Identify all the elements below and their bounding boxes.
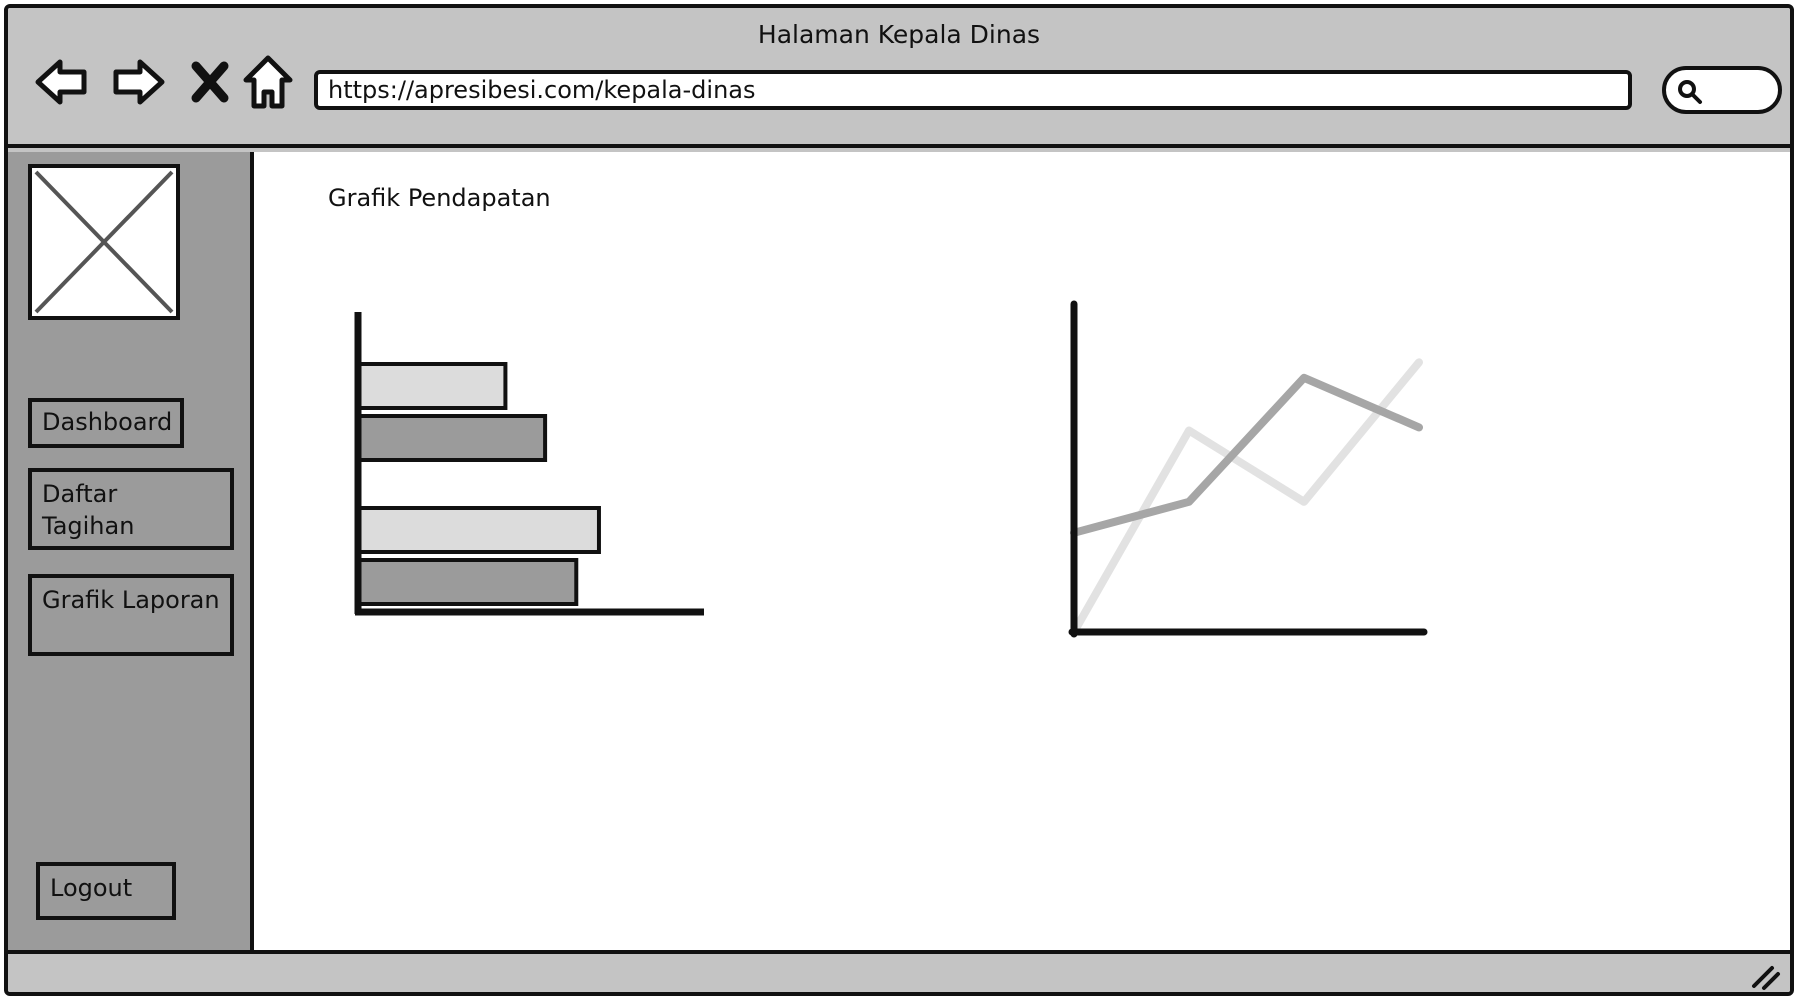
image-placeholder-icon — [34, 170, 174, 314]
page-title: Grafik Pendapatan — [328, 184, 551, 212]
sidebar-item-dashboard[interactable]: Dashboard — [28, 398, 184, 448]
browser-titlebar: Halaman Kepala Dinas https://apresibesi.… — [8, 8, 1790, 148]
bar-chart-bar — [356, 414, 548, 462]
window-title: Halaman Kepala Dinas — [757, 20, 1041, 49]
sidebar-item-daftar-tagihan[interactable]: Daftar Tagihan — [28, 468, 234, 550]
search-icon — [1678, 80, 1702, 104]
close-icon[interactable] — [182, 52, 242, 112]
bar-chart-bar — [356, 362, 508, 410]
sidebar-item-label: Daftar Tagihan — [42, 480, 135, 540]
url-input[interactable]: https://apresibesi.com/kepala-dinas — [314, 70, 1632, 110]
logout-button[interactable]: Logout — [36, 862, 176, 920]
line-chart-series-1 — [1070, 373, 1423, 537]
bar-chart-bar — [356, 506, 601, 554]
sidebar-item-grafik-laporan[interactable]: Grafik Laporan — [28, 574, 234, 656]
search-button[interactable] — [1662, 66, 1782, 114]
line-chart-series-2 — [1070, 358, 1423, 636]
back-arrow-icon[interactable] — [32, 52, 92, 112]
logo-placeholder — [28, 164, 180, 320]
line-chart — [1068, 300, 1428, 638]
forward-arrow-icon[interactable] — [108, 52, 168, 112]
logout-label: Logout — [50, 874, 133, 902]
bar-chart — [354, 312, 704, 616]
sidebar: Dashboard Daftar Tagihan Grafik Laporan … — [8, 152, 254, 950]
browser-window: Halaman Kepala Dinas https://apresibesi.… — [4, 4, 1794, 996]
bar-chart-bar — [356, 558, 579, 606]
sidebar-item-label: Grafik Laporan — [42, 586, 220, 614]
home-icon[interactable] — [238, 52, 298, 112]
resize-grip-icon[interactable] — [1748, 958, 1782, 992]
status-bar — [8, 950, 1790, 992]
sidebar-item-label: Dashboard — [42, 408, 173, 436]
main-content: Grafik Pendapatan — [254, 152, 1790, 950]
